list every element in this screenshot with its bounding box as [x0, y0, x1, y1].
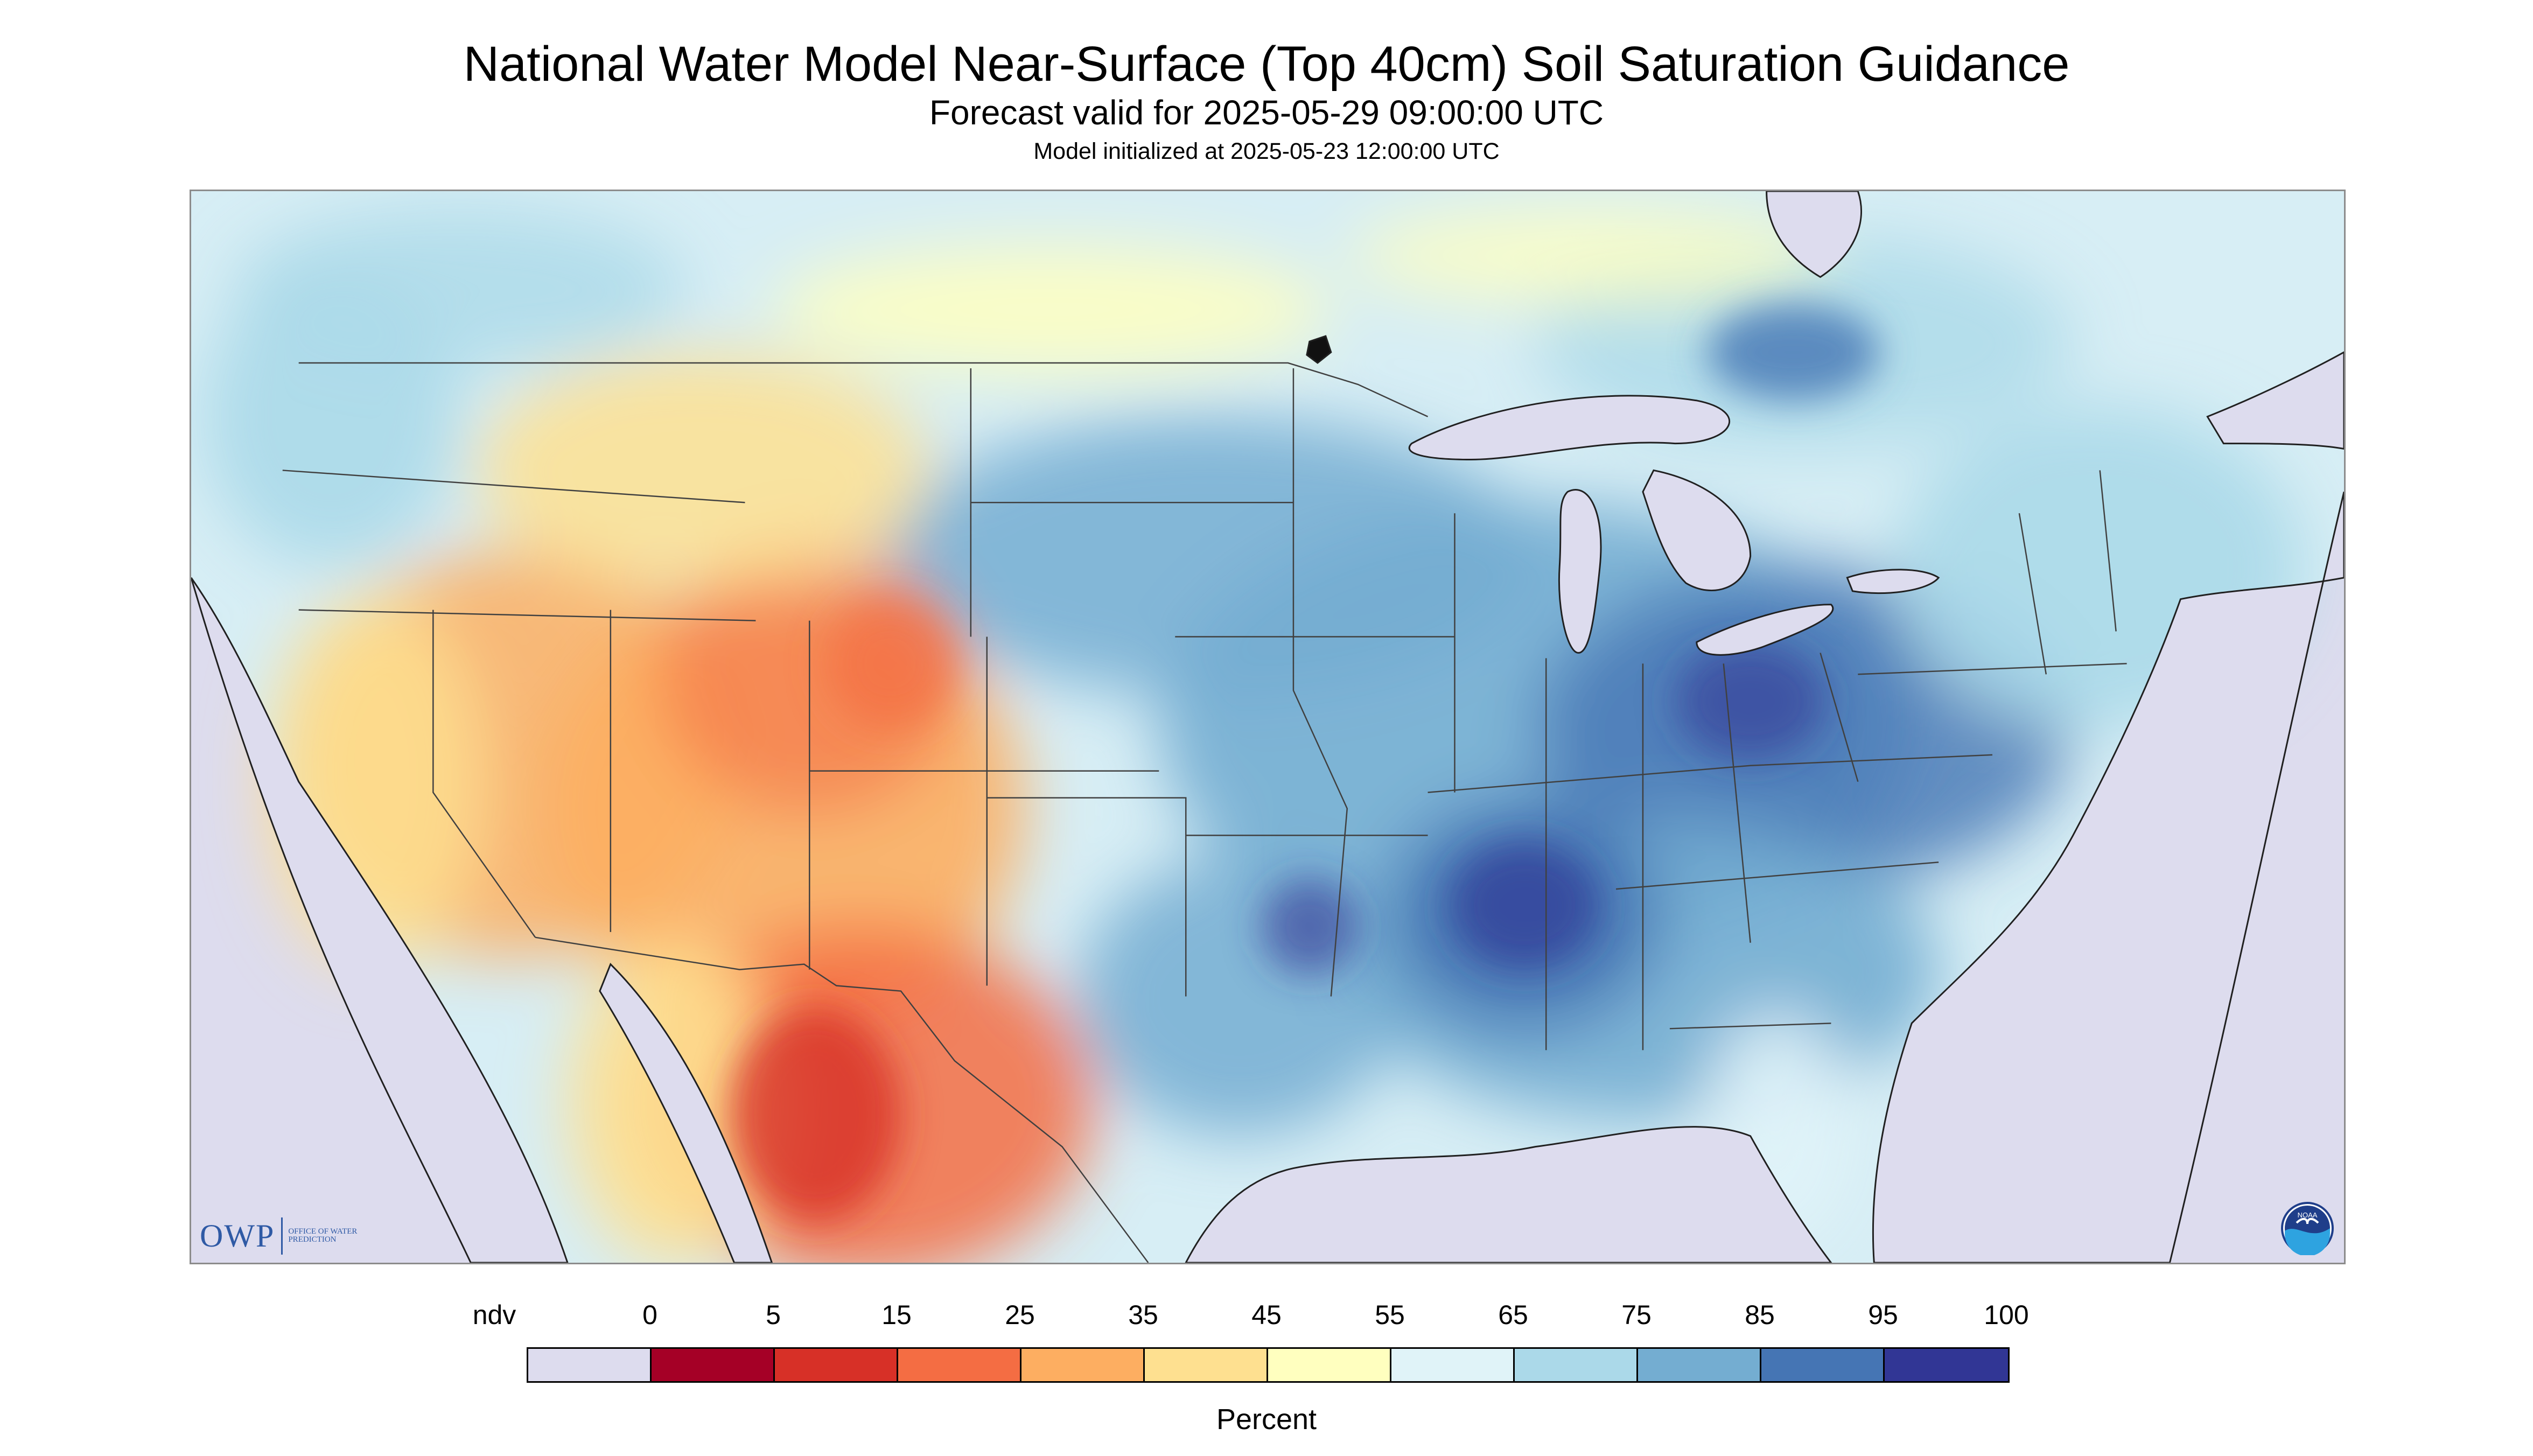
border-line	[1615, 862, 1939, 890]
lake-huron	[1642, 469, 1752, 591]
wettest-core-kentucky	[1675, 642, 1826, 760]
gulf-of-mexico	[1185, 1126, 1832, 1263]
legend-color-bar	[527, 1347, 2010, 1383]
map-title: National Water Model Near-Surface (Top 4…	[463, 37, 2070, 92]
noaa-logo: NOAA	[2281, 1202, 2334, 1255]
legend-tick-label: 55	[1375, 1300, 1405, 1330]
border-line	[1292, 368, 1348, 997]
owp-logo-mark: OWP	[200, 1217, 283, 1255]
legend-tick-label: 0	[642, 1300, 657, 1330]
pacific-ocean	[191, 577, 569, 1263]
border-line	[986, 797, 1187, 997]
map-canvas	[191, 191, 2344, 1263]
driest-core-chihuahua	[729, 1007, 901, 1222]
hudson-bay-south	[1766, 191, 1863, 278]
noaa-logo-wave	[2285, 1228, 2330, 1255]
border-line	[282, 470, 745, 503]
wettest-core-alabama	[1449, 841, 1600, 970]
political-boundaries	[282, 362, 2127, 1263]
dry-region-ontario	[1347, 207, 1831, 304]
atlantic-ocean	[1872, 491, 2344, 1263]
legend-tick-label: 100	[1984, 1300, 2029, 1330]
legend-units-label: Percent	[1216, 1403, 1317, 1436]
lake-winnipeg	[1306, 335, 1332, 364]
border-line	[2018, 513, 2047, 675]
lake-erie	[1696, 604, 1834, 656]
us-canada-border	[298, 362, 1429, 417]
forecast-valid-time: Forecast valid for 2025-05-29 09:00:00 U…	[929, 93, 1604, 132]
water-bodies	[191, 191, 2344, 1263]
wet-core-hudson-bay-south	[1707, 304, 1880, 401]
legend-swatch	[1391, 1349, 1515, 1381]
legend-swatch	[1145, 1349, 1268, 1381]
wettest-core-arkansas	[1261, 878, 1358, 975]
legend-swatch	[1515, 1349, 1638, 1381]
legend-tick-label: 65	[1498, 1300, 1528, 1330]
border-line	[1858, 663, 2127, 675]
us-mexico-border	[535, 936, 1149, 1263]
legend-swatch	[1761, 1349, 1885, 1381]
owp-logo: OWP Office of Water Prediction	[200, 1214, 369, 1257]
soil-saturation-map[interactable]: OWP Office of Water Prediction NOAA	[190, 190, 2346, 1264]
lake-superior	[1408, 395, 1731, 460]
wet-region-texas	[1078, 857, 1401, 1136]
legend-swatch	[528, 1349, 652, 1381]
saturation-field-detail	[729, 304, 1880, 1222]
border-line	[1669, 1023, 1831, 1030]
legend-swatch	[775, 1349, 898, 1381]
dry-core-colorado	[825, 599, 955, 728]
legend-tick-label: 85	[1745, 1300, 1775, 1330]
owp-logo-text: Office of Water Prediction	[288, 1227, 358, 1244]
lake-michigan	[1558, 489, 1602, 654]
legend-tick-label: 95	[1868, 1300, 1898, 1330]
lake-ontario	[1846, 569, 1940, 594]
dry-region-montana	[476, 352, 928, 589]
legend-tick-label: 15	[881, 1300, 912, 1330]
legend-swatch	[1268, 1349, 1391, 1381]
legend-swatch	[652, 1349, 775, 1381]
model-init-time: Model initialized at 2025-05-23 12:00:00…	[1033, 138, 1500, 164]
noaa-logo-gull	[2296, 1217, 2319, 1224]
dry-region-prairies	[772, 244, 1331, 374]
border-line	[1820, 653, 1859, 782]
border-line	[1428, 754, 1993, 793]
legend-tick-label: 5	[766, 1300, 781, 1330]
border-line	[298, 609, 756, 621]
legend-swatch	[1885, 1349, 2008, 1381]
gulf-of-california	[599, 963, 773, 1263]
legend-swatch	[1021, 1349, 1145, 1381]
wet-region-canada-west	[234, 207, 686, 369]
legend-tick-label: 35	[1128, 1300, 1158, 1330]
legend-swatch	[1638, 1349, 1761, 1381]
legend-label-ndv: ndv	[472, 1300, 516, 1330]
legend-tick-label: 25	[1005, 1300, 1035, 1330]
legend-swatch	[898, 1349, 1021, 1381]
gulf-of-st-lawrence	[2206, 351, 2344, 450]
legend-tick-label: 45	[1251, 1300, 1282, 1330]
border-line	[432, 610, 536, 938]
border-line	[1723, 663, 1751, 943]
noaa-logo-text: NOAA	[2298, 1211, 2318, 1219]
legend-tick-label: 75	[1621, 1300, 1652, 1330]
border-line	[2099, 470, 2117, 632]
